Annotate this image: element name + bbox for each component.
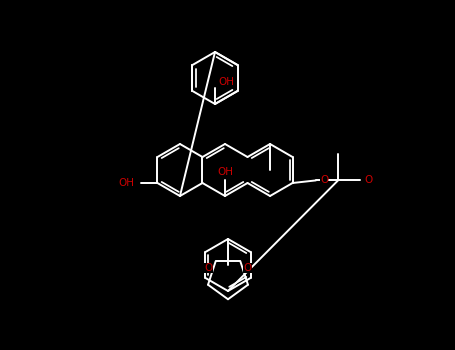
Text: O: O: [204, 263, 212, 273]
Text: OH: OH: [217, 167, 233, 177]
Text: O: O: [364, 175, 372, 186]
Text: OH: OH: [218, 77, 234, 87]
Text: O: O: [243, 263, 252, 273]
Text: O: O: [320, 175, 328, 186]
Text: OH: OH: [118, 178, 134, 188]
